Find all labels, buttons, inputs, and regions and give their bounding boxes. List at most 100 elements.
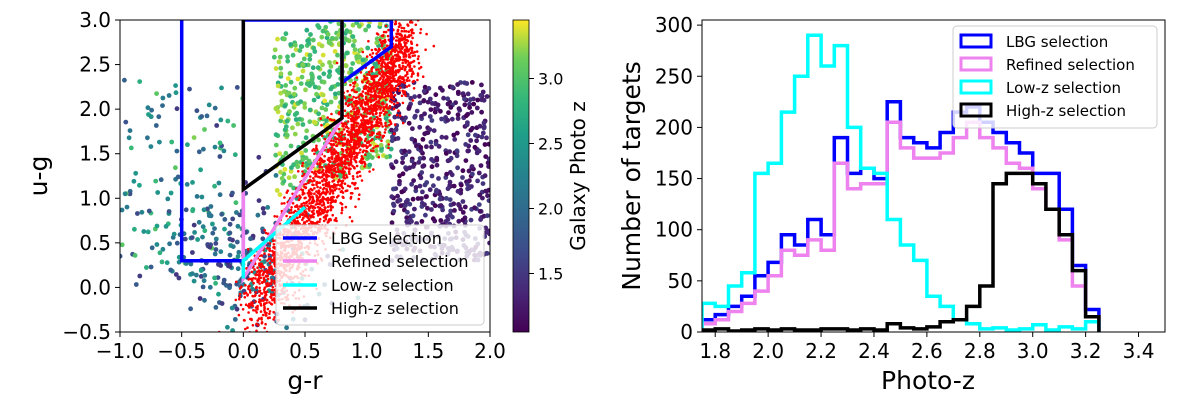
star-point [401, 64, 405, 68]
galaxy-point [275, 109, 281, 115]
star-point [313, 179, 316, 182]
galaxy-point [275, 83, 281, 89]
star-point [354, 144, 357, 148]
star-point [300, 202, 303, 206]
star-point [333, 149, 336, 152]
star-point [362, 119, 366, 122]
star-point [370, 67, 373, 71]
galaxy-point [230, 328, 235, 332]
galaxy-point [462, 102, 468, 108]
galaxy-point [400, 155, 406, 161]
star-point [359, 71, 363, 74]
star-point [375, 120, 378, 124]
galaxy-point [127, 191, 133, 197]
star-point [268, 242, 272, 245]
galaxy-point [321, 71, 327, 77]
star-point [412, 87, 416, 90]
star-point [321, 183, 325, 187]
galaxy-point [343, 63, 349, 69]
star-point [408, 79, 411, 82]
galaxy-point [365, 155, 371, 160]
star-point [273, 279, 276, 283]
star-point [358, 127, 361, 131]
galaxy-point [200, 234, 205, 240]
galaxy-point [468, 138, 474, 143]
galaxy-point [285, 58, 291, 64]
galaxy-point [167, 241, 173, 247]
star-point [418, 67, 421, 70]
star-point [332, 139, 335, 142]
galaxy-point [288, 42, 294, 47]
star-point [388, 113, 391, 117]
galaxy-point [467, 105, 472, 110]
galaxy-point [455, 165, 460, 171]
star-point [409, 34, 413, 37]
galaxy-point [373, 148, 379, 154]
star-point [334, 151, 337, 155]
star-point [345, 125, 349, 128]
galaxy-point [158, 177, 164, 183]
star-point [393, 123, 397, 126]
hist-x-tick-label: 3.4 [1123, 339, 1155, 363]
star-point [288, 211, 291, 214]
star-point [403, 68, 407, 72]
galaxy-point [350, 22, 356, 28]
star-point [345, 129, 349, 133]
galaxy-point [421, 155, 426, 161]
galaxy-point [470, 125, 475, 131]
star-point [246, 247, 250, 251]
star-point [364, 125, 368, 129]
star-point [350, 219, 354, 223]
star-point [265, 275, 268, 278]
star-point [269, 295, 272, 299]
star-point [306, 216, 310, 219]
star-point [394, 80, 397, 83]
galaxy-point [191, 278, 197, 284]
galaxy-point [154, 242, 160, 247]
star-point [409, 51, 413, 55]
star-point [381, 57, 384, 61]
galaxy-point [218, 249, 224, 255]
galaxy-point [148, 144, 154, 150]
galaxy-point [416, 160, 422, 165]
star-point [387, 28, 390, 32]
galaxy-point [486, 141, 490, 147]
star-point [372, 149, 375, 153]
galaxy-point [486, 164, 490, 169]
galaxy-point [225, 324, 230, 330]
star-point [309, 220, 313, 224]
star-point [257, 277, 261, 280]
galaxy-point [155, 190, 161, 195]
galaxy-point [482, 173, 488, 179]
star-point [319, 186, 322, 189]
star-point [356, 175, 359, 178]
star-point [290, 211, 293, 214]
star-point [414, 23, 418, 27]
star-point [328, 148, 332, 152]
star-point [399, 37, 402, 40]
scatter-x-label: g-r [287, 366, 323, 395]
galaxy-point [284, 132, 290, 138]
galaxy-point [277, 192, 283, 198]
star-point [376, 81, 380, 84]
galaxy-point [287, 71, 293, 76]
star-point [421, 75, 425, 78]
star-point [384, 65, 387, 68]
star-point [323, 137, 327, 141]
galaxy-point [304, 162, 310, 168]
star-point [237, 313, 241, 317]
star-point [303, 214, 307, 218]
star-point [332, 195, 335, 199]
galaxy-point [273, 132, 279, 138]
star-point [406, 15, 409, 18]
galaxy-point [483, 230, 489, 235]
galaxy-point [275, 36, 280, 42]
star-point [383, 96, 386, 99]
star-point [394, 39, 398, 42]
galaxy-point [385, 139, 391, 145]
star-point [263, 305, 266, 309]
galaxy-point [283, 31, 289, 37]
galaxy-point [410, 196, 416, 202]
galaxy-point [413, 188, 419, 194]
star-point [392, 102, 396, 106]
